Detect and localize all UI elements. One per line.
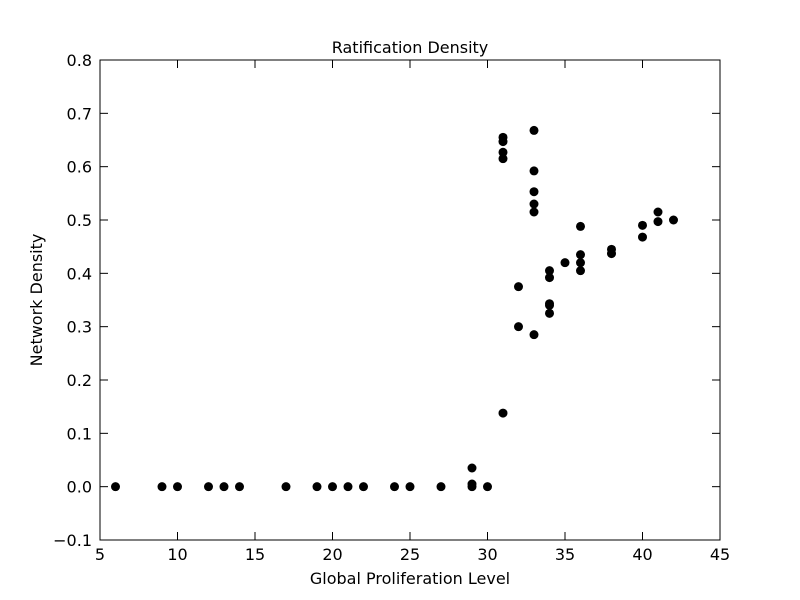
y-tick-label: 0.0 [67, 478, 92, 497]
plot-frame [99, 59, 721, 541]
data-point [545, 266, 554, 276]
x-axis-label: Global Proliferation Level [310, 569, 510, 588]
x-tick-label: 45 [710, 545, 730, 564]
data-point [111, 482, 120, 492]
data-point [514, 322, 523, 332]
data-point [157, 482, 167, 492]
data-point [545, 308, 554, 318]
data-point [343, 482, 353, 492]
y-tick-label: 0.6 [67, 158, 92, 177]
data-point [467, 479, 477, 489]
data-point [483, 482, 492, 492]
x-tick-label: 40 [632, 545, 652, 564]
data-point [514, 282, 523, 292]
data-point [638, 220, 647, 230]
data-point [653, 217, 663, 227]
data-points [111, 125, 678, 492]
data-point [529, 330, 539, 340]
data-point [204, 482, 213, 492]
x-tick-label: 30 [477, 545, 497, 564]
y-tick-label: −0.1 [53, 531, 92, 550]
y-tick-label: 0.1 [67, 424, 92, 443]
data-point [235, 482, 244, 492]
data-point [638, 232, 647, 242]
x-axis: 5 10 15 20 25 30 35 40 45 [95, 60, 730, 564]
y-tick-label: 0.8 [67, 51, 92, 70]
data-point [467, 463, 477, 473]
data-point [529, 207, 539, 217]
y-tick-label: 0.2 [67, 371, 92, 390]
data-point [653, 207, 663, 217]
data-point [281, 482, 291, 492]
data-point [359, 482, 368, 492]
data-point [607, 244, 616, 254]
y-axis-label: Network Density [27, 234, 46, 367]
y-tick-label: 0.5 [67, 211, 92, 230]
data-point [173, 482, 182, 492]
data-point [529, 166, 539, 176]
chart-title: Ratification Density [332, 38, 489, 57]
y-tick-label: 0.7 [67, 104, 92, 123]
y-axis: −0.1 0.0 0.1 0.2 0.3 0.4 0.5 0.6 0.7 0.8 [53, 51, 720, 550]
data-point [576, 258, 585, 268]
y-tick-label: 0.3 [67, 318, 92, 337]
data-point [405, 482, 415, 492]
x-tick-label: 10 [167, 545, 187, 564]
data-point [576, 221, 585, 231]
data-point [436, 482, 446, 492]
data-point [498, 147, 508, 157]
x-tick-label: 5 [95, 545, 105, 564]
data-point [529, 125, 539, 135]
x-tick-label: 35 [555, 545, 575, 564]
data-point [219, 482, 229, 492]
data-point [498, 132, 508, 142]
data-point [529, 187, 539, 197]
data-point [498, 154, 508, 164]
x-tick-label: 15 [245, 545, 265, 564]
x-tick-label: 20 [322, 545, 342, 564]
data-point [545, 299, 554, 309]
data-point [498, 408, 508, 418]
x-tick-label: 25 [400, 545, 420, 564]
data-point [669, 215, 678, 225]
data-point [576, 250, 585, 260]
data-point [529, 199, 539, 209]
y-tick-label: 0.4 [67, 264, 92, 283]
data-point [328, 482, 337, 492]
data-point [560, 258, 570, 268]
data-point [545, 273, 554, 283]
data-point [390, 482, 399, 492]
data-point [312, 482, 322, 492]
data-point [576, 266, 585, 276]
